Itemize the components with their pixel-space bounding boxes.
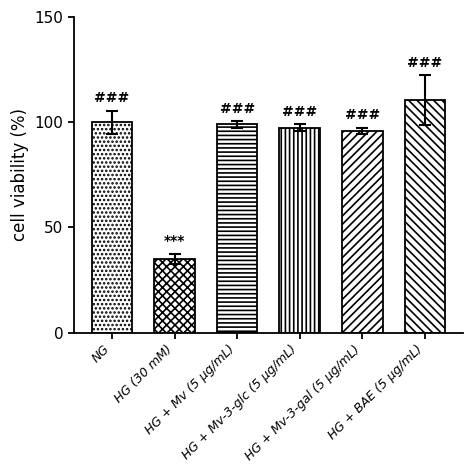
Text: ###: ### (407, 55, 443, 70)
Y-axis label: cell viability (%): cell viability (%) (11, 109, 29, 241)
Bar (154, 259, 195, 333)
Bar (404, 100, 445, 333)
Text: ###: ### (219, 102, 255, 116)
Text: ###: ### (282, 105, 317, 119)
Text: ###: ### (345, 108, 380, 122)
Text: ***: *** (164, 235, 185, 248)
Bar (342, 131, 383, 333)
Bar (217, 124, 257, 333)
Bar (279, 128, 320, 333)
Bar (91, 122, 132, 333)
Text: ###: ### (94, 91, 129, 105)
